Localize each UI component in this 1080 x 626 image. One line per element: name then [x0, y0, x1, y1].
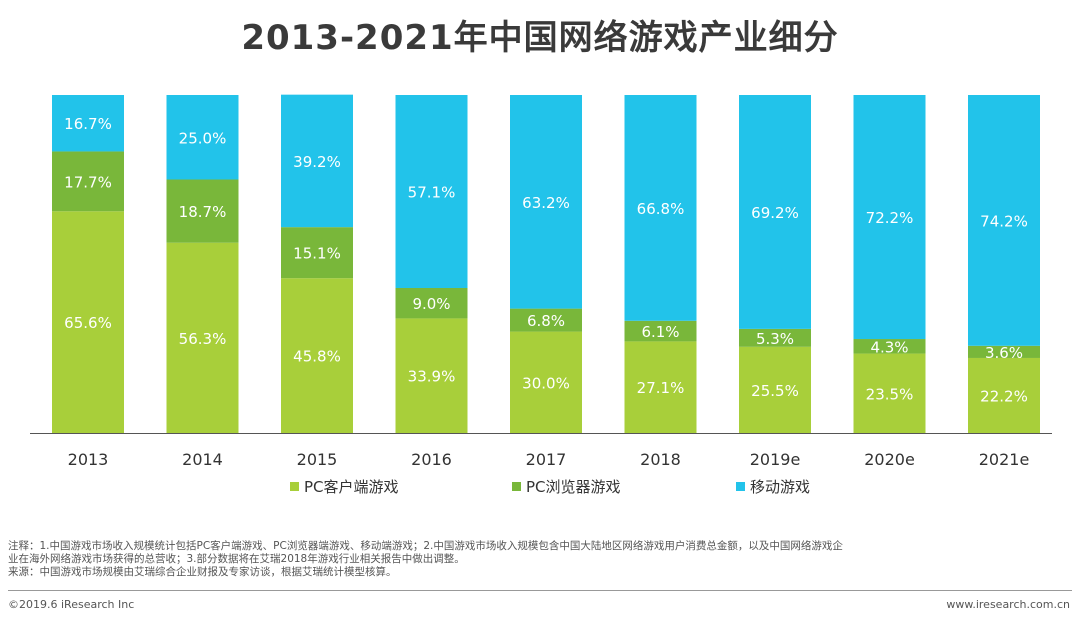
bar-pc-browser-2013: [52, 151, 124, 212]
x-tick-label-2021e: 2021e: [979, 450, 1030, 469]
bar-mobile-2020e: [853, 95, 926, 340]
bar-pc-browser-2014: [166, 179, 239, 243]
x-tick-label-2015: 2015: [297, 450, 338, 469]
data-label-pc-browser-2020e: 4.3%: [870, 338, 908, 356]
data-label-pc-client-2018: 27.1%: [637, 379, 685, 397]
footer-website[interactable]: www.iresearch.com.cn: [946, 598, 1070, 611]
bar-pc-browser-2019e: [739, 328, 811, 347]
data-label-mobile-2017: 63.2%: [522, 194, 570, 212]
x-tick-label-2014: 2014: [182, 450, 223, 469]
bar-pc-browser-2018: [624, 320, 697, 342]
footer-copyright: ©2019.6 iResearch Inc: [8, 598, 135, 611]
legend-swatch-pc-browser: [512, 482, 521, 491]
bar-pc-client-2014: [166, 242, 239, 433]
bar-mobile-2016: [395, 95, 468, 288]
bar-mobile-2017: [510, 95, 582, 309]
data-label-pc-client-2013: 65.6%: [64, 314, 112, 332]
data-label-mobile-2014: 25.0%: [179, 129, 227, 147]
legend-swatch-mobile: [736, 482, 745, 491]
bar-pc-browser-2017: [510, 308, 582, 332]
data-label-mobile-2019e: 69.2%: [751, 204, 799, 222]
chart-title: 2013-2021年中国网络游戏产业细分: [241, 18, 839, 58]
bar-pc-client-2018: [624, 341, 697, 433]
legend-label-mobile: 移动游戏: [750, 478, 811, 496]
data-label-pc-client-2015: 45.8%: [293, 348, 341, 366]
data-label-pc-browser-2021e: 3.6%: [985, 344, 1023, 362]
note-source: 来源：中国游戏市场规模由艾瑞综合企业财报及专家访谈，根据艾瑞统计模型核算。: [8, 566, 397, 578]
bar-pc-browser-2015: [281, 227, 353, 279]
data-label-pc-client-2016: 33.9%: [408, 368, 456, 386]
legend-item-pc-client: PC客户端游戏: [290, 476, 399, 497]
bar-mobile-2014: [166, 95, 239, 180]
x-tick-label-2019e: 2019e: [750, 450, 801, 469]
data-label-mobile-2018: 66.8%: [637, 200, 685, 218]
x-tick-label-2018: 2018: [640, 450, 681, 469]
data-label-mobile-2016: 57.1%: [408, 183, 456, 201]
data-label-mobile-2021e: 74.2%: [980, 212, 1028, 230]
data-label-mobile-2020e: 72.2%: [866, 209, 914, 227]
data-label-pc-browser-2016: 9.0%: [412, 295, 450, 313]
data-label-pc-client-2017: 30.0%: [522, 374, 570, 392]
data-label-pc-client-2019e: 25.5%: [751, 382, 799, 400]
footer-divider: [8, 590, 1072, 591]
legend-label-pc-browser: PC浏览器游戏: [526, 478, 621, 496]
bar-pc-browser-2020e: [853, 339, 926, 354]
data-label-pc-browser-2013: 17.7%: [64, 173, 112, 191]
legend-label-pc-client: PC客户端游戏: [304, 478, 399, 496]
data-label-pc-client-2014: 56.3%: [179, 330, 227, 348]
legend-item-mobile: 移动游戏: [736, 476, 810, 497]
note-line-2: 业在海外网络游戏市场获得的总营收；3.部分数据将在艾瑞2018年游戏行业相关报告…: [8, 553, 465, 565]
data-label-pc-browser-2015: 15.1%: [293, 245, 341, 263]
bar-pc-client-2017: [510, 331, 582, 433]
bar-mobile-2013: [52, 95, 124, 152]
x-tick-label-2017: 2017: [526, 450, 567, 469]
data-label-pc-browser-2017: 6.8%: [527, 312, 565, 330]
data-label-mobile-2013: 16.7%: [64, 115, 112, 133]
note-line-1: 注释：1.中国游戏市场收入规模统计包括PC客户端游戏、PC浏览器端游戏、移动端游…: [8, 540, 843, 552]
x-tick-label-2016: 2016: [411, 450, 452, 469]
bar-pc-client-2015: [281, 278, 353, 433]
legend-swatch-pc-client: [290, 482, 299, 491]
data-label-pc-browser-2018: 6.1%: [641, 323, 679, 341]
bar-mobile-2015: [281, 94, 353, 228]
bar-pc-client-2021e: [968, 357, 1040, 433]
data-label-pc-browser-2014: 18.7%: [179, 203, 227, 221]
data-label-mobile-2015: 39.2%: [293, 153, 341, 171]
bar-mobile-2018: [624, 95, 697, 321]
data-label-pc-browser-2019e: 5.3%: [756, 330, 794, 348]
x-tick-label-2020e: 2020e: [864, 450, 915, 469]
chart-legend: PC客户端游戏 PC浏览器游戏 移动游戏: [0, 476, 1080, 498]
bar-pc-client-2016: [395, 318, 468, 433]
bar-mobile-2021e: [968, 95, 1040, 346]
x-tick-label-2013: 2013: [68, 450, 109, 469]
bar-pc-browser-2016: [395, 287, 468, 319]
bar-pc-browser-2021e: [968, 345, 1040, 358]
data-label-pc-client-2020e: 23.5%: [866, 385, 914, 403]
chart-notes: 注释：1.中国游戏市场收入规模统计包括PC客户端游戏、PC浏览器端游戏、移动端游…: [8, 540, 1072, 579]
stacked-bar-chart: 65.6% 17.7% 16.7% 2013 56.3% 18.7% 25.0% 2014 45…: [30, 94, 1052, 469]
bar-mobile-2019e: [739, 95, 811, 329]
bar-pc-client-2020e: [853, 353, 926, 433]
legend-item-pc-browser: PC浏览器游戏: [512, 476, 621, 497]
bar-pc-client-2019e: [739, 346, 811, 433]
bar-pc-client-2013: [52, 211, 124, 433]
data-label-pc-client-2021e: 22.2%: [980, 387, 1028, 405]
